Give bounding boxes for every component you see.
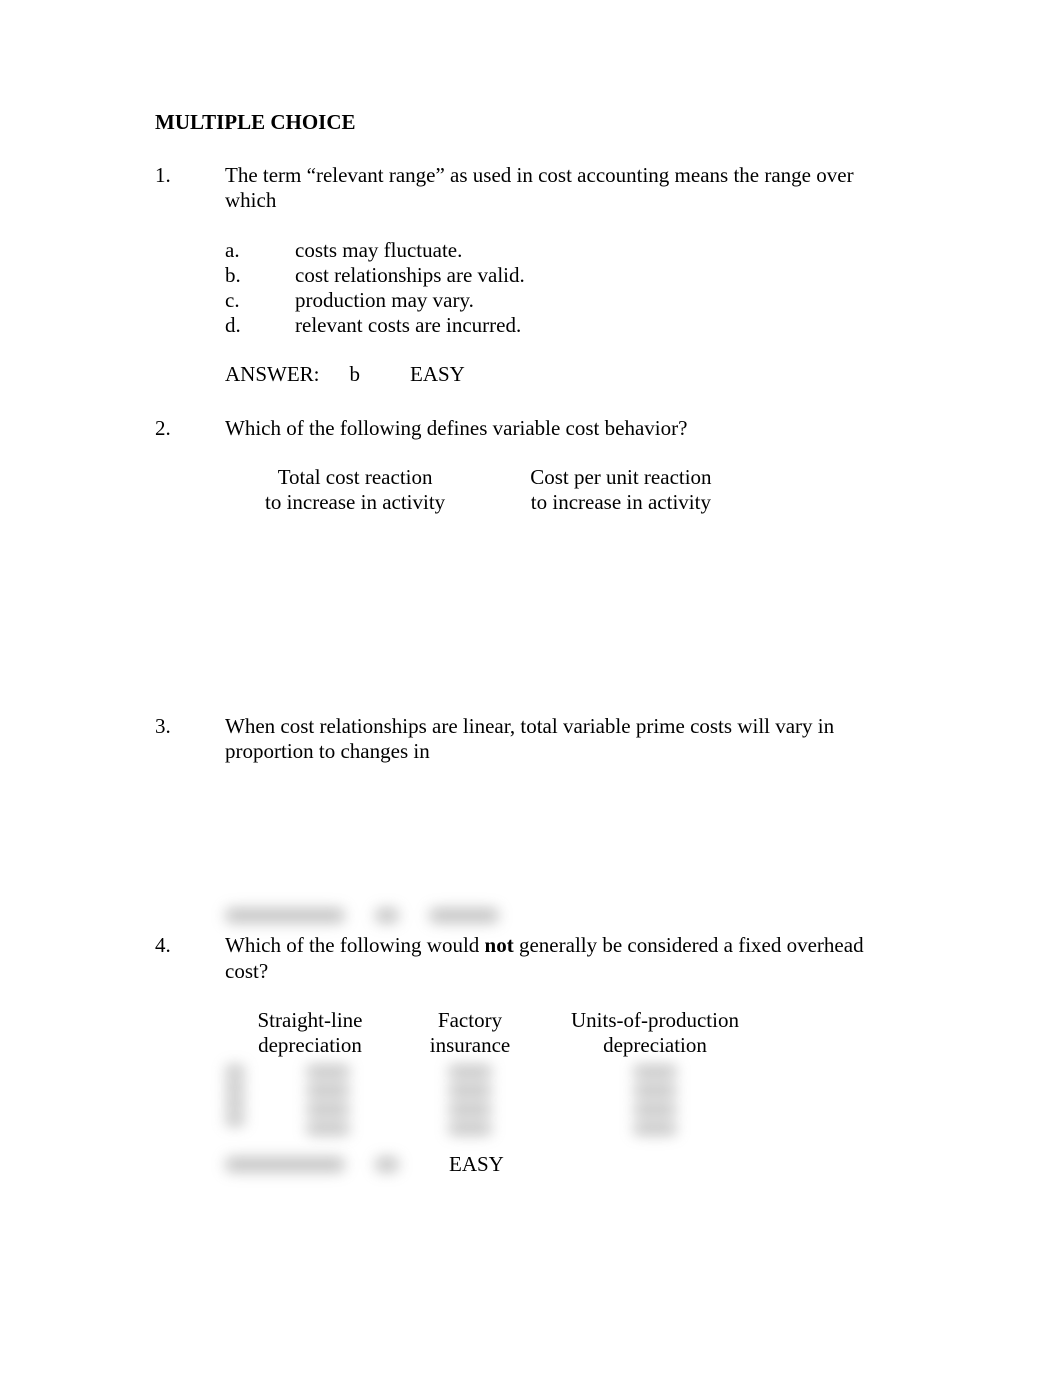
- question-2: 2. Which of the following defines variab…: [155, 416, 907, 540]
- question-4-text: Which of the following would not general…: [225, 933, 907, 983]
- question-3: 3. When cost relationships are linear, t…: [155, 714, 907, 788]
- option-text: relevant costs are incurred.: [295, 313, 521, 338]
- question-1-answer: ANSWER: b EASY: [225, 362, 907, 387]
- q4-col3-line1: Units-of-production: [545, 1008, 765, 1033]
- section-heading: MULTIPLE CHOICE: [155, 110, 907, 135]
- question-4-body: Which of the following would not general…: [225, 933, 907, 1177]
- table-col-2: Cost per unit reaction to increase in ac…: [530, 465, 711, 515]
- question-1-number: 1.: [155, 163, 225, 387]
- question-2-body: Which of the following defines variable …: [225, 416, 907, 540]
- col1-header-line1: Total cost reaction: [265, 465, 445, 490]
- question-2-table: Total cost reaction to increase in activ…: [225, 465, 907, 515]
- option-row: b. cost relationships are valid.: [225, 263, 907, 288]
- answer-value: b: [350, 362, 361, 387]
- question-1: 1. The term “relevant range” as used in …: [155, 163, 907, 387]
- option-row: a. costs may fluctuate.: [225, 238, 907, 263]
- option-row: c. production may vary.: [225, 288, 907, 313]
- question-3-line2: proportion to changes in: [225, 739, 430, 763]
- question-4: 4. Which of the following would not gene…: [155, 933, 907, 1177]
- question-3-line1: When cost relationships are linear, tota…: [225, 714, 834, 738]
- q4-col3-line2: depreciation: [545, 1033, 765, 1058]
- q4-col2: Factory insurance: [395, 1008, 545, 1058]
- question-4-number: 4.: [155, 933, 225, 1177]
- q4-col1-line2: depreciation: [225, 1033, 395, 1058]
- question-1-options: a. costs may fluctuate. b. cost relation…: [225, 238, 907, 339]
- question-4-table: Straight-line depreciation Factory insur…: [225, 1008, 907, 1058]
- option-letter: d.: [225, 313, 295, 338]
- question-3-number: 3.: [155, 714, 225, 788]
- q4-col3: Units-of-production depreciation: [545, 1008, 765, 1058]
- answer-label: ANSWER:: [225, 362, 320, 387]
- table-col-1: Total cost reaction to increase in activ…: [265, 465, 445, 515]
- blurred-options: [225, 1062, 907, 1138]
- q4-col2-line1: Factory: [395, 1008, 545, 1033]
- q4-col2-line2: insurance: [395, 1033, 545, 1058]
- col2-header-line2: to increase in activity: [530, 490, 711, 515]
- col1-header-line2: to increase in activity: [265, 490, 445, 515]
- q4-text-bold: not: [485, 933, 514, 957]
- question-3-text: When cost relationships are linear, tota…: [225, 714, 907, 764]
- option-text: production may vary.: [295, 288, 474, 313]
- question-2-text: Which of the following defines variable …: [225, 416, 907, 441]
- option-row: d. relevant costs are incurred.: [225, 313, 907, 338]
- q4-difficulty: EASY: [449, 1152, 504, 1177]
- q4-col1-line1: Straight-line: [225, 1008, 395, 1033]
- option-letter: a.: [225, 238, 295, 263]
- q4-col1: Straight-line depreciation: [225, 1008, 395, 1058]
- question-2-number: 2.: [155, 416, 225, 540]
- q4-text-prefix: Which of the following would: [225, 933, 485, 957]
- question-1-text: The term “relevant range” as used in cos…: [225, 163, 907, 213]
- option-letter: b.: [225, 263, 295, 288]
- col2-header-line1: Cost per unit reaction: [530, 465, 711, 490]
- question-1-body: The term “relevant range” as used in cos…: [225, 163, 907, 387]
- answer-difficulty: EASY: [410, 362, 465, 387]
- option-text: cost relationships are valid.: [295, 263, 525, 288]
- option-letter: c.: [225, 288, 295, 313]
- blurred-answer-label: [225, 1157, 399, 1172]
- blurred-content: [225, 908, 907, 923]
- question-3-body: When cost relationships are linear, tota…: [225, 714, 907, 788]
- option-text: costs may fluctuate.: [295, 238, 462, 263]
